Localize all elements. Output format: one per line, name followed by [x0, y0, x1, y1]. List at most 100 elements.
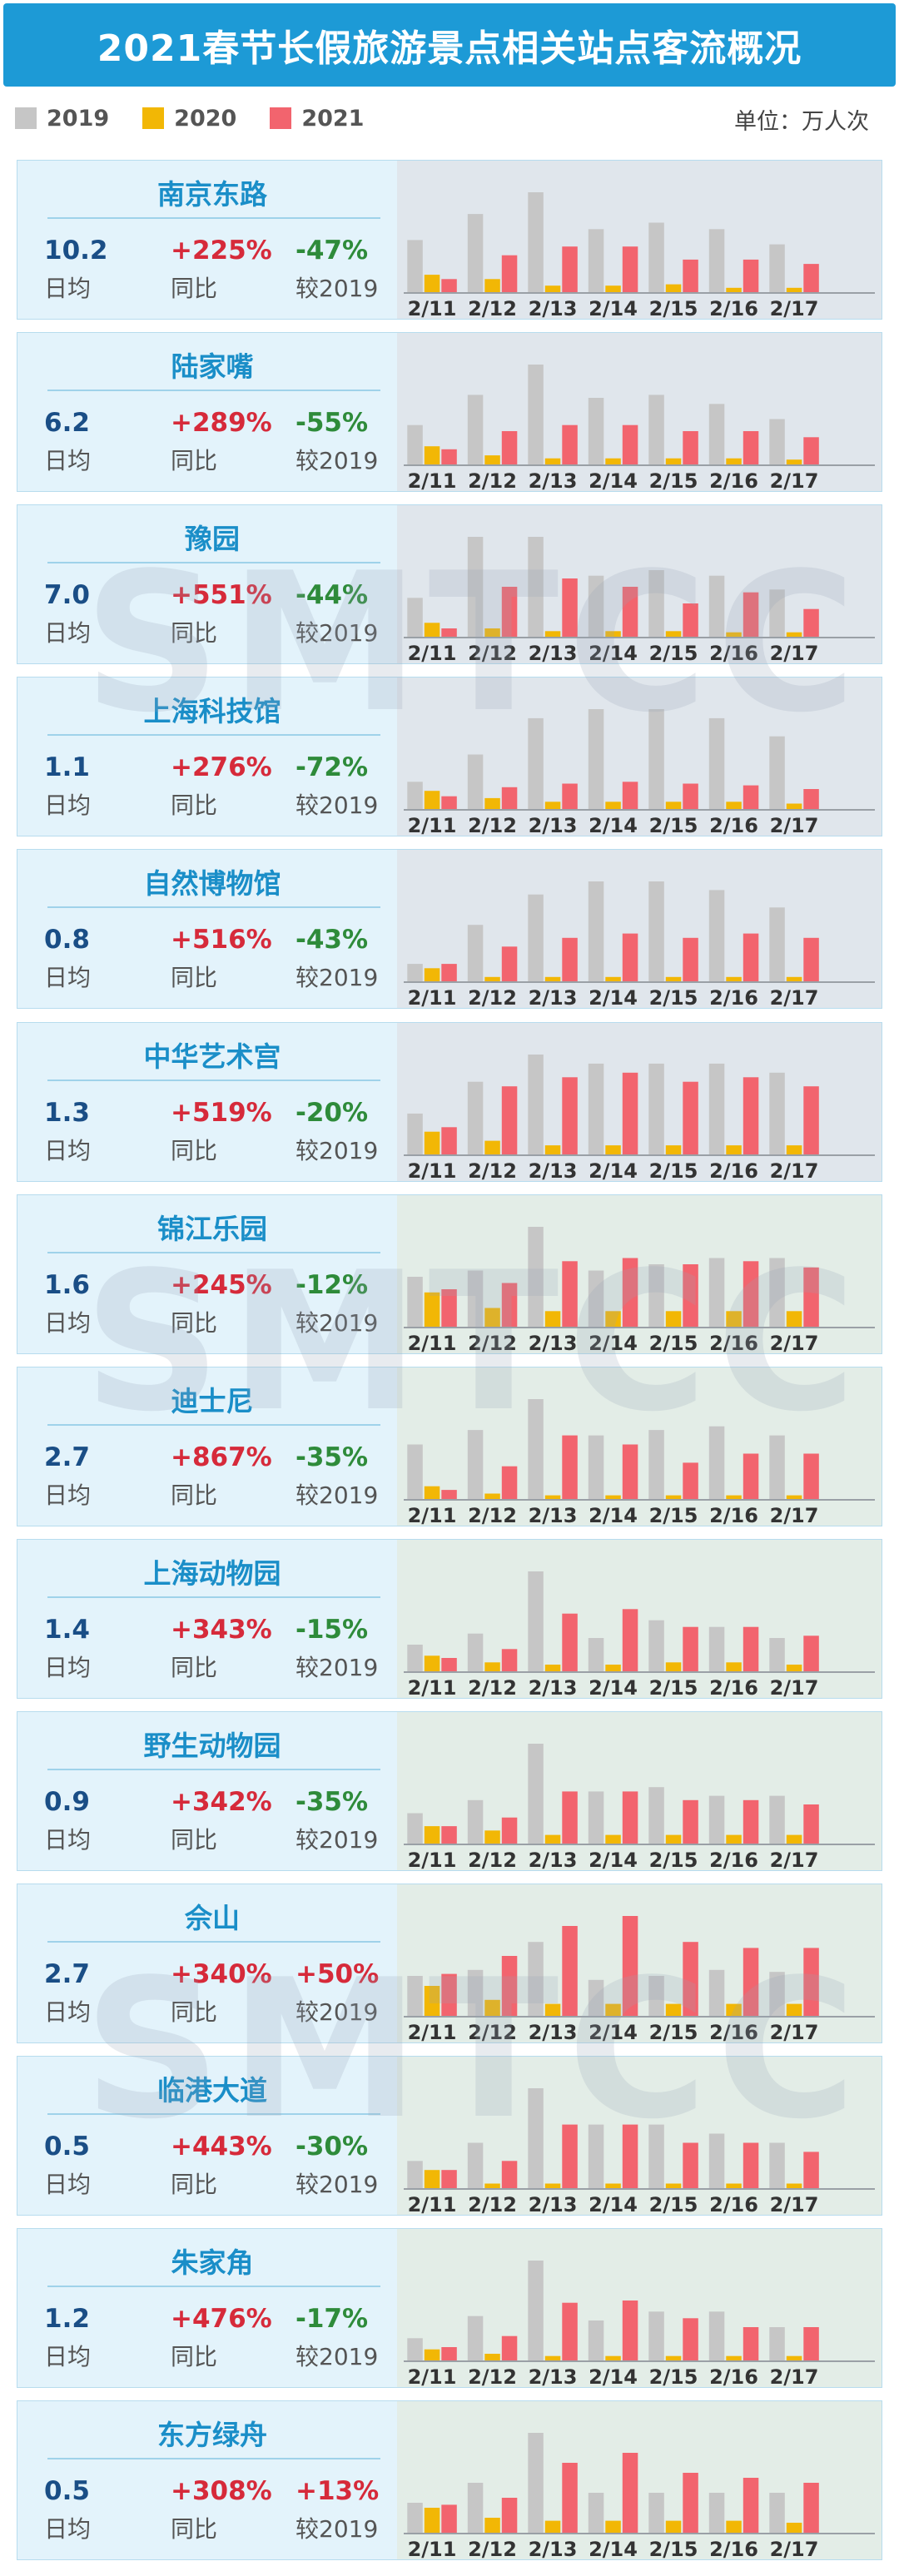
- bar-2019-2-11: [407, 1276, 423, 1327]
- bar-2020-2-16: [726, 2183, 742, 2189]
- station-name: 陆家嘴: [171, 350, 254, 384]
- x-tick-label: 2/15: [649, 469, 698, 491]
- station-chart-area: 2/11 2/12 2/13 2/14 2/15 2/16 2/17: [397, 2057, 882, 2216]
- bar-2021-2-15: [683, 431, 698, 465]
- bar-2021-2-16: [743, 1260, 759, 1327]
- divider-line: [47, 734, 380, 737]
- x-tick-label: 2/13: [529, 1332, 578, 1353]
- yoy-change-value: +276%: [171, 752, 272, 783]
- x-tick-label: 2/11: [408, 1676, 457, 1698]
- bar-2019-2-17: [769, 244, 785, 292]
- bar-2019-2-12: [467, 754, 484, 810]
- bar-2021-2-12: [501, 431, 518, 465]
- vs2019-change-value: -35%: [296, 1442, 369, 1472]
- station-name: 中华艺术宫: [143, 1040, 281, 1073]
- bar-2020-2-16: [726, 2003, 742, 2016]
- x-tick-label: 2/17: [770, 1159, 819, 1181]
- x-tick-label: 2/14: [589, 986, 638, 1008]
- bar-2021-2-12: [501, 2498, 518, 2534]
- x-tick-label: 2/13: [529, 1504, 578, 1526]
- bar-2020-2-16: [726, 1834, 742, 1844]
- x-tick-label: 2/13: [529, 642, 578, 663]
- bar-2019-2-17: [769, 1637, 785, 1671]
- x-tick-label: 2/12: [468, 642, 517, 663]
- bar-2020-2-16: [726, 1310, 742, 1327]
- station-panel: 中华艺术宫 1.3 +519% -20% 日均 同比 较2019 2/11 2/12 2/13 2/…: [17, 1021, 882, 1182]
- unit-label: 单位：万人次: [734, 109, 869, 135]
- bar-2020-2-15: [665, 2355, 682, 2361]
- station-summary: 迪士尼 2.7 +867% -35% 日均 同比 较2019: [17, 1367, 397, 1526]
- x-tick-label: 2/12: [468, 469, 517, 491]
- legend-item-2021: 2021: [270, 106, 364, 132]
- station-bar-chart: 2/11 2/12 2/13 2/14 2/15 2/16 2/17: [404, 537, 875, 663]
- bar-2019-2-15: [648, 709, 664, 810]
- bar-2021-2-17: [803, 437, 819, 465]
- bar-2019-2-11: [407, 2503, 423, 2534]
- x-tick-label: 2/16: [709, 2365, 758, 2387]
- x-tick-label: 2/11: [408, 2365, 457, 2387]
- bar-2021-2-15: [683, 1462, 698, 1499]
- bar-2021-2-12: [501, 1817, 518, 1844]
- bar-2021-2-11: [441, 449, 457, 465]
- station-panel: 上海动物园 1.4 +343% -15% 日均 同比 较2019 2/11 2/12 2/13 2/…: [17, 1538, 882, 1699]
- station-bar-chart: 2/11 2/12 2/13 2/14 2/15 2/16 2/17: [404, 1226, 875, 1353]
- station-summary: 朱家角 1.2 +476% -17% 日均 同比 较2019: [17, 2229, 397, 2388]
- bar-2019-2-15: [648, 570, 664, 638]
- bar-2021-2-14: [622, 1916, 638, 2016]
- bar-2021-2-17: [803, 938, 819, 982]
- bar-2020-2-12: [484, 1140, 500, 1154]
- bar-2020-2-17: [786, 803, 802, 810]
- bar-2020-2-12: [484, 977, 500, 982]
- station-summary: 上海动物园 1.4 +343% -15% 日均 同比 较2019: [17, 1539, 397, 1698]
- vs2019-change-label: 较2019: [296, 2171, 379, 2199]
- bar-2019-2-14: [588, 398, 604, 465]
- bar-2021-2-13: [562, 1076, 578, 1154]
- divider-line: [47, 1251, 380, 1253]
- daily-average-value: 2.7: [44, 1442, 90, 1472]
- yoy-change-value: +342%: [171, 1786, 272, 1817]
- vs2019-change-label: 较2019: [296, 1308, 379, 1337]
- x-tick-label: 2/11: [408, 2193, 457, 2215]
- x-tick-label: 2/14: [589, 2193, 638, 2215]
- station-summary: 佘山 2.7 +340% +50% 日均 同比 较2019: [17, 1884, 397, 2042]
- x-tick-label: 2/15: [649, 986, 698, 1008]
- vs2019-change-label: 较2019: [296, 792, 379, 820]
- bar-2020-2-16: [726, 1495, 742, 1499]
- station-name: 朱家角: [171, 2246, 254, 2280]
- vs2019-change-label: 较2019: [296, 275, 379, 302]
- x-tick-label: 2/17: [770, 469, 819, 491]
- vs2019-change-label: 较2019: [296, 2343, 379, 2371]
- bar-2020-2-15: [665, 977, 682, 982]
- bar-2019-2-13: [528, 2433, 544, 2534]
- x-tick-label: 2/13: [529, 297, 578, 319]
- yoy-change-label: 同比: [171, 619, 218, 648]
- bar-2019-2-14: [588, 1435, 604, 1499]
- station-panel: 上海科技馆 1.1 +276% -72% 日均 同比 较2019 2/11 2/12 2/13 2/…: [17, 677, 882, 837]
- daily-average-value: 0.5: [44, 2132, 90, 2162]
- x-tick-label: 2/16: [709, 1849, 758, 1870]
- bar-2020-2-15: [665, 2520, 682, 2534]
- bar-2019-2-14: [588, 2124, 604, 2189]
- x-tick-label: 2/12: [468, 1159, 517, 1181]
- bar-2020-2-12: [484, 1662, 500, 1671]
- x-tick-label: 2/14: [589, 2365, 638, 2387]
- bar-2019-2-17: [769, 1972, 785, 2016]
- station-chart-area: 2/11 2/12 2/13 2/14 2/15 2/16 2/17: [397, 505, 882, 664]
- x-tick-label: 2/14: [589, 469, 638, 491]
- bar-2019-2-14: [588, 709, 604, 810]
- daily-average-label: 日均: [44, 2515, 92, 2544]
- divider-line: [47, 906, 380, 909]
- vs2019-change-value: -20%: [296, 1097, 369, 1128]
- x-tick-label: 2/16: [709, 2021, 758, 2042]
- daily-average-label: 日均: [44, 1308, 92, 1337]
- x-tick-label: 2/14: [589, 1849, 638, 1870]
- bar-2020-2-14: [605, 1495, 621, 1499]
- bar-2020-2-12: [484, 279, 500, 292]
- bar-2019-2-16: [708, 2133, 725, 2189]
- bar-2020-2-11: [424, 2170, 440, 2189]
- station-chart-area: 2/11 2/12 2/13 2/14 2/15 2/16 2/17: [397, 161, 882, 319]
- bar-2021-2-15: [683, 1263, 698, 1327]
- bar-2020-2-12: [484, 1308, 500, 1327]
- bar-2020-2-17: [786, 1310, 802, 1327]
- station-bar-chart: 2/11 2/12 2/13 2/14 2/15 2/16 2/17: [404, 1743, 875, 1870]
